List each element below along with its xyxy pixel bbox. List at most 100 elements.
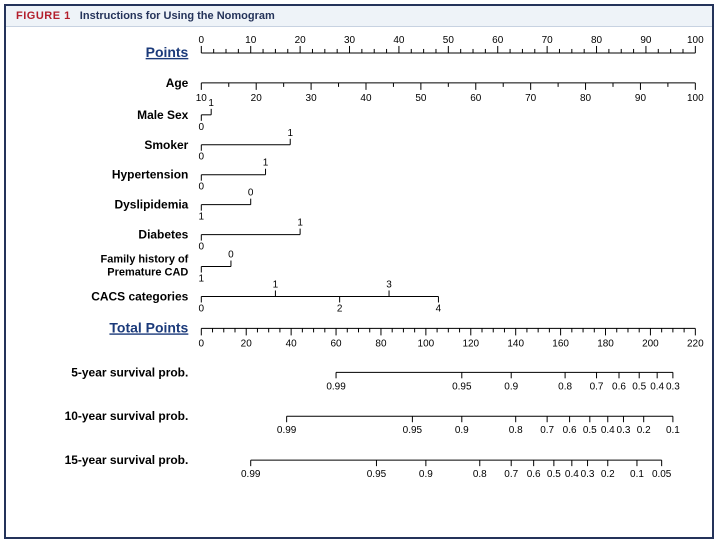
- svg-text:120: 120: [462, 338, 479, 349]
- svg-text:0.95: 0.95: [452, 381, 472, 392]
- svg-text:10-year survival prob.: 10-year survival prob.: [65, 409, 189, 423]
- svg-text:10: 10: [196, 93, 208, 104]
- svg-text:0: 0: [199, 35, 205, 46]
- svg-text:80: 80: [591, 35, 603, 46]
- svg-text:20: 20: [241, 338, 253, 349]
- svg-text:0: 0: [199, 122, 205, 133]
- svg-text:80: 80: [375, 338, 387, 349]
- svg-text:90: 90: [640, 35, 652, 46]
- svg-text:Premature CAD: Premature CAD: [107, 267, 188, 279]
- svg-text:30: 30: [306, 93, 318, 104]
- svg-text:0.2: 0.2: [637, 425, 651, 436]
- figure-container: FIGURE 1 Instructions for Using the Nomo…: [4, 4, 714, 539]
- svg-text:0: 0: [199, 242, 205, 253]
- svg-text:1: 1: [297, 218, 303, 229]
- svg-text:Smoker: Smoker: [144, 138, 188, 152]
- svg-text:0.3: 0.3: [666, 381, 680, 392]
- svg-text:50: 50: [443, 35, 455, 46]
- svg-text:1: 1: [273, 279, 279, 290]
- svg-text:40: 40: [360, 93, 372, 104]
- svg-text:80: 80: [580, 93, 592, 104]
- figure-label: FIGURE 1: [16, 10, 71, 22]
- svg-text:0.9: 0.9: [504, 381, 518, 392]
- svg-text:10: 10: [245, 35, 257, 46]
- svg-text:0.9: 0.9: [419, 469, 433, 480]
- svg-text:20: 20: [295, 35, 307, 46]
- svg-text:40: 40: [393, 35, 405, 46]
- svg-text:1: 1: [208, 98, 214, 109]
- svg-text:70: 70: [525, 93, 537, 104]
- svg-text:180: 180: [597, 338, 614, 349]
- svg-text:0.99: 0.99: [277, 425, 297, 436]
- svg-text:30: 30: [344, 35, 356, 46]
- svg-text:0.1: 0.1: [666, 425, 680, 436]
- svg-text:Hypertension: Hypertension: [112, 168, 188, 182]
- svg-text:0.3: 0.3: [617, 425, 631, 436]
- svg-text:40: 40: [286, 338, 298, 349]
- svg-text:220: 220: [687, 338, 704, 349]
- svg-text:60: 60: [330, 338, 342, 349]
- svg-text:0.5: 0.5: [547, 469, 561, 480]
- svg-text:1: 1: [263, 158, 269, 169]
- svg-text:Age: Age: [166, 76, 189, 90]
- svg-text:Dyslipidemia: Dyslipidemia: [114, 198, 188, 212]
- nomogram-svg: Points0102030405060708090100Age102030405…: [6, 27, 712, 536]
- svg-text:100: 100: [418, 338, 435, 349]
- svg-text:140: 140: [507, 338, 524, 349]
- svg-text:4: 4: [436, 303, 442, 314]
- svg-text:0.2: 0.2: [601, 469, 615, 480]
- svg-text:0.95: 0.95: [403, 425, 423, 436]
- svg-text:Points: Points: [146, 44, 189, 60]
- svg-text:200: 200: [642, 338, 659, 349]
- svg-text:0.6: 0.6: [563, 425, 577, 436]
- svg-text:0.95: 0.95: [367, 469, 387, 480]
- svg-text:0.7: 0.7: [590, 381, 604, 392]
- svg-text:0.4: 0.4: [601, 425, 615, 436]
- svg-text:0.8: 0.8: [509, 425, 523, 436]
- svg-text:Diabetes: Diabetes: [138, 228, 188, 242]
- svg-text:50: 50: [415, 93, 427, 104]
- svg-text:Male Sex: Male Sex: [137, 108, 189, 122]
- nomogram-plot: Points0102030405060708090100Age102030405…: [6, 27, 712, 536]
- svg-text:0.3: 0.3: [581, 469, 595, 480]
- svg-text:3: 3: [386, 279, 392, 290]
- svg-text:0: 0: [199, 182, 205, 193]
- svg-text:0: 0: [199, 338, 205, 349]
- svg-text:100: 100: [687, 93, 704, 104]
- svg-text:1: 1: [199, 212, 205, 223]
- svg-text:Family history of: Family history of: [101, 254, 189, 266]
- svg-text:0.99: 0.99: [326, 381, 346, 392]
- svg-text:60: 60: [492, 35, 504, 46]
- svg-text:0.6: 0.6: [612, 381, 626, 392]
- svg-text:70: 70: [542, 35, 554, 46]
- svg-text:0.5: 0.5: [583, 425, 597, 436]
- svg-text:0.5: 0.5: [632, 381, 646, 392]
- svg-text:0.9: 0.9: [455, 425, 469, 436]
- svg-text:20: 20: [251, 93, 263, 104]
- svg-text:0.1: 0.1: [630, 469, 644, 480]
- svg-text:90: 90: [635, 93, 647, 104]
- svg-text:1: 1: [199, 274, 205, 285]
- svg-text:1: 1: [287, 128, 293, 139]
- svg-text:60: 60: [470, 93, 482, 104]
- svg-text:CACS categories: CACS categories: [91, 289, 188, 303]
- svg-text:0.7: 0.7: [504, 469, 518, 480]
- svg-text:0: 0: [228, 250, 234, 261]
- svg-text:100: 100: [687, 35, 704, 46]
- svg-text:0: 0: [248, 188, 254, 199]
- svg-text:15-year survival prob.: 15-year survival prob.: [65, 453, 189, 467]
- figure-title-bar: FIGURE 1 Instructions for Using the Nomo…: [6, 6, 712, 27]
- svg-text:0.8: 0.8: [558, 381, 572, 392]
- svg-text:0.4: 0.4: [650, 381, 664, 392]
- svg-text:0: 0: [199, 303, 205, 314]
- svg-text:0.6: 0.6: [527, 469, 541, 480]
- svg-text:160: 160: [552, 338, 569, 349]
- figure-title: Instructions for Using the Nomogram: [80, 10, 275, 22]
- svg-text:2: 2: [337, 303, 343, 314]
- svg-text:0.99: 0.99: [241, 469, 261, 480]
- svg-text:0.7: 0.7: [540, 425, 554, 436]
- svg-text:5-year survival prob.: 5-year survival prob.: [71, 365, 188, 379]
- svg-text:0.05: 0.05: [652, 469, 672, 480]
- svg-text:0: 0: [199, 152, 205, 163]
- svg-text:0.8: 0.8: [473, 469, 487, 480]
